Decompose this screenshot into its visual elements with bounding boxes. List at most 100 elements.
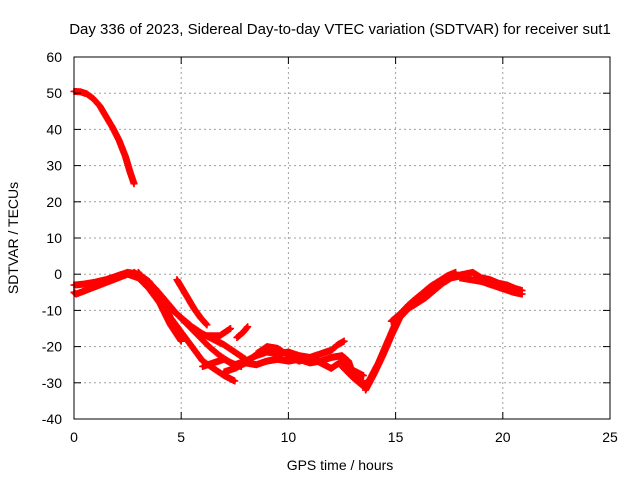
data-point [233, 366, 237, 370]
data-point [454, 274, 458, 278]
data-point [458, 276, 462, 280]
data-point [340, 365, 344, 369]
data-point [179, 316, 183, 320]
data-point [265, 359, 269, 363]
data-point [286, 359, 290, 363]
data-point [342, 339, 346, 343]
x-tick-label: 15 [388, 429, 404, 445]
data-point [205, 334, 209, 338]
data-point [128, 169, 132, 173]
data-point [276, 346, 280, 350]
data-point [336, 343, 340, 347]
data-point [490, 283, 494, 287]
data-point [520, 292, 524, 296]
data-point [235, 336, 239, 340]
data-point [205, 323, 209, 327]
data-point [179, 330, 183, 334]
data-point [222, 370, 226, 374]
data-point [471, 270, 475, 274]
data-point [168, 307, 172, 311]
x-tick-label: 0 [70, 429, 78, 445]
data-point [211, 366, 215, 370]
y-tick-label: 20 [46, 194, 62, 210]
data-point [168, 323, 172, 327]
data-point [308, 355, 312, 359]
x-tick-label: 25 [602, 429, 618, 445]
data-point [254, 363, 258, 367]
y-tick-label: 40 [46, 121, 62, 137]
y-tick-label: 0 [54, 266, 62, 282]
data-point [351, 375, 355, 379]
data-point [276, 352, 280, 356]
y-tick-label: -40 [42, 411, 62, 427]
axis-ticks: -40 -30 -20 -10 0 10 20 30 40 50 60 0 5 10 15 20 25 [42, 49, 618, 445]
data-point [319, 352, 323, 356]
data-point [222, 343, 226, 347]
data-point [361, 374, 365, 378]
data-point [424, 296, 428, 300]
marker-trail [387, 270, 455, 325]
data-point [479, 279, 483, 283]
series-arc-f [203, 325, 235, 340]
data-point [233, 350, 237, 354]
x-tick-label: 10 [281, 429, 297, 445]
data-point [265, 350, 269, 354]
data-point [389, 319, 393, 323]
data-point [512, 290, 516, 294]
data-point [254, 352, 258, 356]
data-point [415, 301, 419, 305]
data-point [175, 278, 179, 282]
data-point [406, 303, 410, 307]
data-point [329, 355, 333, 359]
series-middle-noisy-3 [252, 343, 367, 380]
data-point [424, 290, 428, 294]
data-point [469, 278, 473, 282]
series-arc-g [233, 323, 252, 342]
chart-title: Day 336 of 2023, Sidereal Day-to-day VTE… [69, 21, 611, 38]
y-tick-label: -20 [42, 339, 62, 355]
data-point [488, 278, 492, 282]
data-point [222, 357, 226, 361]
data-point [158, 296, 162, 300]
data-point [229, 327, 233, 330]
data-point [329, 348, 333, 352]
data-point [211, 361, 215, 365]
data-point [198, 316, 202, 320]
data-point [132, 182, 136, 186]
x-tick-label: 20 [495, 429, 511, 445]
data-point [246, 325, 250, 329]
data-point [329, 366, 333, 370]
data-point [432, 283, 436, 287]
series-arc-d [173, 276, 211, 329]
x-axis-label: GPS time / hours [287, 457, 394, 473]
data-point [308, 361, 312, 365]
data-point [179, 285, 183, 289]
series-tail [452, 268, 526, 294]
data-point [91, 97, 95, 101]
data-point [389, 334, 393, 338]
y-tick-label: 10 [46, 230, 62, 246]
data-point [190, 345, 194, 349]
data-point [364, 388, 368, 392]
series-recovery-2 [362, 272, 464, 394]
data-point [381, 354, 385, 358]
series-recovery-3 [387, 270, 455, 325]
data-point [201, 365, 205, 369]
y-tick-label: 30 [46, 158, 62, 174]
data-point [126, 272, 130, 276]
data-point [179, 339, 183, 343]
data-point [201, 332, 205, 336]
data-point [117, 138, 121, 142]
data-point [218, 334, 222, 338]
series-upper-arc [70, 87, 138, 188]
data-point [207, 345, 211, 349]
data-points [70, 87, 526, 394]
data-point [233, 379, 237, 383]
data-point [501, 287, 505, 291]
data-point [104, 115, 108, 119]
y-tick-label: 50 [46, 85, 62, 101]
data-point [265, 345, 269, 349]
data-point [192, 307, 196, 311]
data-point [340, 354, 344, 358]
y-tick-label: -30 [42, 375, 62, 391]
